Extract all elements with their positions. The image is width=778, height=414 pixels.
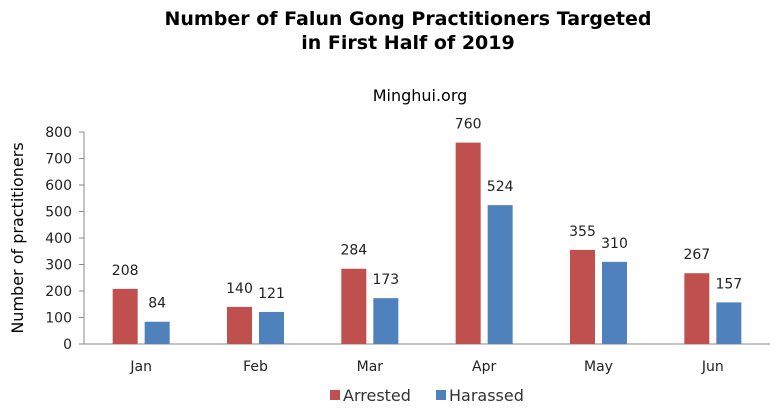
- y-axis-label: Number of practitioners: [8, 142, 27, 333]
- data-label: 173: [372, 272, 399, 288]
- bar-harassed-apr: [487, 205, 513, 344]
- data-label: 140: [226, 281, 253, 297]
- data-label: 84: [148, 296, 166, 312]
- bar-arrested-mar: [341, 268, 367, 344]
- y-tick-label: 0: [63, 337, 72, 353]
- data-label: 208: [112, 263, 139, 279]
- x-tick-label: Apr: [472, 359, 496, 375]
- chart-subtitle: Minghui.org: [373, 86, 468, 105]
- bar-harassed-mar: [373, 298, 399, 344]
- legend-label-harassed: Harassed: [449, 386, 524, 405]
- y-tick-label: 300: [45, 258, 72, 274]
- x-tick-label: May: [584, 359, 613, 375]
- bar-arrested-may: [570, 249, 595, 344]
- data-label: 284: [340, 243, 367, 259]
- data-label: 267: [683, 247, 710, 263]
- data-label: 355: [569, 224, 596, 240]
- bar-harassed-feb: [259, 311, 284, 344]
- legend-swatch-arrested: [330, 390, 340, 400]
- data-label: 760: [455, 117, 482, 133]
- x-tick-label: Mar: [357, 359, 384, 375]
- legend-label-arrested: Arrested: [343, 386, 411, 405]
- bar-arrested-jun: [684, 273, 710, 344]
- bar-arrested-jan: [112, 288, 138, 344]
- bar-harassed-jan: [144, 321, 170, 344]
- y-tick-label: 600: [45, 178, 72, 194]
- data-label: 157: [715, 276, 742, 292]
- data-label: 524: [487, 179, 514, 195]
- bar-harassed-may: [602, 261, 627, 344]
- x-tick-label: Feb: [243, 359, 268, 375]
- bar-arrested-feb: [227, 306, 252, 344]
- y-tick-label: 800: [45, 125, 72, 141]
- x-tick-label: Jan: [129, 359, 152, 375]
- y-tick-label: 400: [45, 231, 72, 247]
- y-tick-label: 100: [45, 311, 72, 327]
- legend-swatch-harassed: [436, 390, 446, 400]
- data-label: 121: [258, 286, 285, 302]
- y-tick-label: 700: [45, 152, 72, 168]
- y-tick-label: 200: [45, 284, 72, 300]
- bar-arrested-apr: [455, 142, 481, 344]
- chart-title-line2: in First Half of 2019: [301, 32, 514, 54]
- y-tick-label: 500: [45, 205, 72, 221]
- data-label: 310: [601, 236, 628, 252]
- bar-harassed-jun: [716, 302, 742, 344]
- x-tick-label: Jun: [701, 359, 724, 375]
- chart-title-line1: Number of Falun Gong Practitioners Targe…: [165, 8, 652, 30]
